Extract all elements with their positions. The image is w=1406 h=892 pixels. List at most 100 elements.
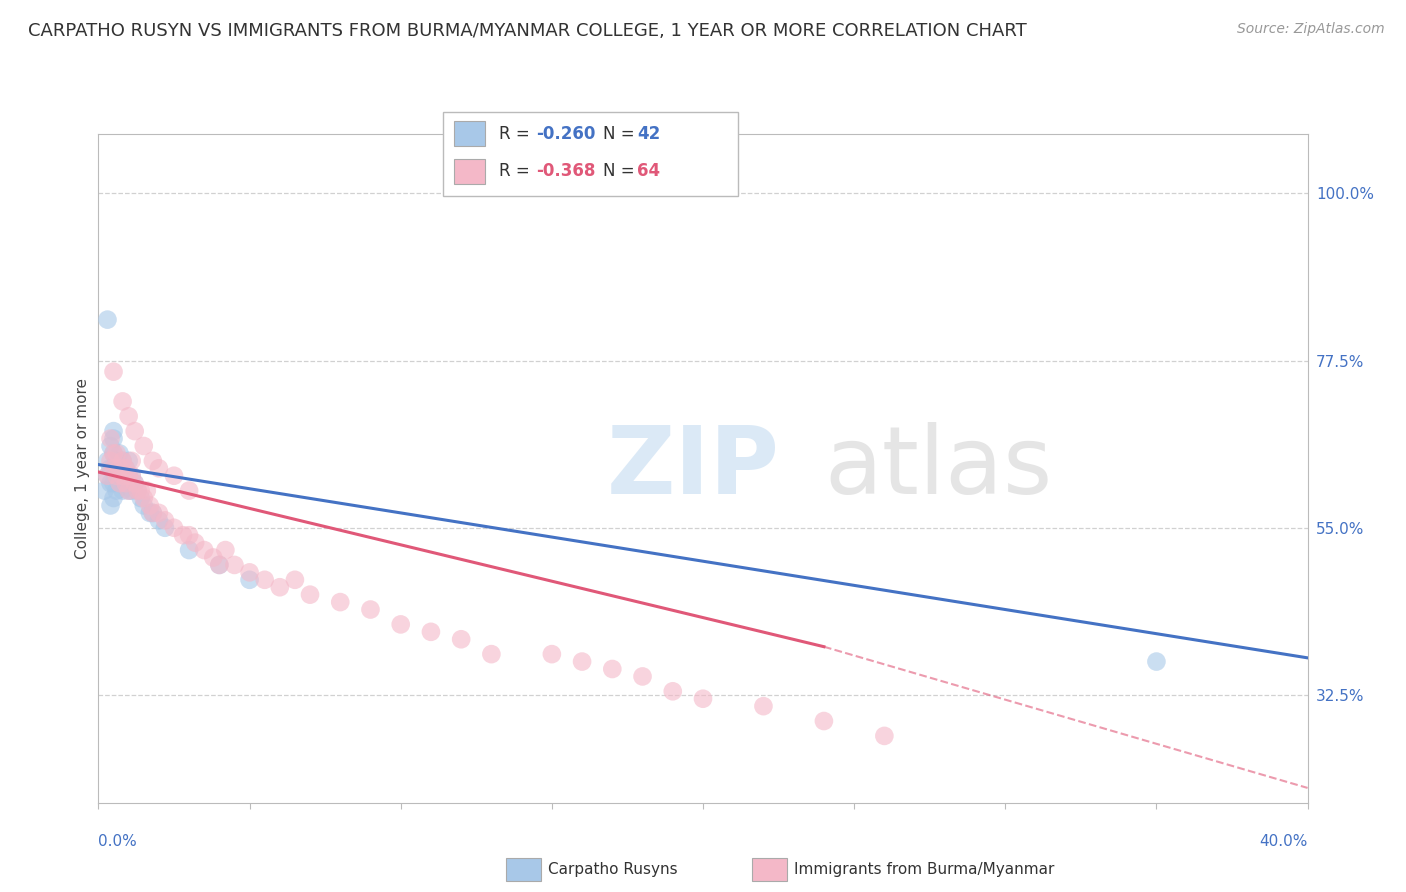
Point: [96, 312, 118, 326]
Text: R =: R =: [499, 125, 536, 143]
Point: [127, 483, 149, 498]
Point: [752, 699, 775, 714]
Text: Carpatho Rusyns: Carpatho Rusyns: [548, 863, 678, 877]
Point: [111, 454, 134, 468]
Point: [184, 535, 207, 549]
Point: [148, 506, 170, 520]
Point: [132, 439, 155, 453]
Point: [142, 506, 165, 520]
Point: [111, 483, 134, 498]
Point: [389, 617, 412, 632]
Point: [121, 468, 143, 483]
Point: [103, 476, 125, 491]
Point: [481, 647, 503, 661]
Point: [118, 454, 141, 468]
Point: [103, 424, 125, 438]
Point: [269, 580, 291, 594]
Point: [239, 573, 262, 587]
Point: [163, 468, 186, 483]
Point: [105, 446, 128, 460]
Point: [662, 684, 685, 698]
Y-axis label: College, 1 year or more: College, 1 year or more: [75, 378, 90, 558]
Text: -0.368: -0.368: [536, 162, 595, 180]
Point: [602, 662, 624, 676]
Point: [214, 543, 236, 558]
Point: [100, 439, 122, 453]
Point: [105, 454, 128, 468]
Point: [692, 691, 714, 706]
Point: [135, 483, 157, 498]
Point: [105, 468, 128, 483]
Text: atlas: atlas: [824, 422, 1052, 515]
Point: [121, 454, 143, 468]
Point: [105, 483, 128, 498]
Point: [96, 468, 118, 483]
Point: [299, 588, 322, 602]
Point: [153, 513, 176, 527]
Point: [253, 573, 276, 587]
Point: [540, 647, 562, 661]
Point: [108, 476, 131, 491]
Point: [103, 446, 125, 460]
Point: [103, 446, 125, 460]
Point: [103, 432, 125, 446]
Point: [208, 558, 231, 572]
Point: [139, 499, 162, 513]
Text: R =: R =: [499, 162, 536, 180]
Point: [179, 528, 201, 542]
Point: [100, 461, 122, 475]
Point: [108, 461, 131, 475]
Point: [193, 543, 215, 558]
Point: [103, 461, 125, 475]
Point: [153, 521, 176, 535]
Text: 64: 64: [637, 162, 659, 180]
Point: [100, 499, 122, 513]
Point: [100, 432, 122, 446]
Point: [420, 624, 443, 639]
Point: [124, 424, 146, 438]
Point: [96, 454, 118, 468]
Text: 40.0%: 40.0%: [1260, 834, 1308, 849]
Point: [224, 558, 246, 572]
Point: [148, 461, 170, 475]
Point: [121, 468, 143, 483]
Point: [284, 573, 307, 587]
Point: [163, 521, 186, 535]
Point: [124, 476, 146, 491]
Point: [111, 454, 134, 468]
Point: [118, 468, 141, 483]
Point: [124, 476, 146, 491]
Text: 0.0%: 0.0%: [98, 834, 138, 849]
Point: [103, 365, 125, 379]
Point: [172, 528, 194, 542]
Point: [202, 550, 225, 565]
Point: [132, 499, 155, 513]
Text: 42: 42: [637, 125, 661, 143]
Point: [118, 483, 141, 498]
Point: [111, 468, 134, 483]
Point: [93, 483, 115, 498]
Point: [142, 454, 165, 468]
Point: [96, 468, 118, 483]
Point: [571, 655, 593, 669]
Point: [142, 506, 165, 520]
Point: [114, 461, 136, 475]
Point: [873, 729, 896, 743]
Text: N =: N =: [603, 162, 640, 180]
Point: [103, 461, 125, 475]
Text: CARPATHO RUSYN VS IMMIGRANTS FROM BURMA/MYANMAR COLLEGE, 1 YEAR OR MORE CORRELAT: CARPATHO RUSYN VS IMMIGRANTS FROM BURMA/…: [28, 22, 1026, 40]
Point: [450, 632, 472, 647]
Point: [100, 454, 122, 468]
Point: [108, 461, 131, 475]
Point: [118, 468, 141, 483]
Point: [118, 483, 141, 498]
Point: [105, 468, 128, 483]
Point: [631, 669, 654, 683]
Point: [103, 491, 125, 505]
Point: [111, 394, 134, 409]
Point: [111, 468, 134, 483]
Point: [132, 491, 155, 505]
Point: [121, 483, 143, 498]
Point: [329, 595, 352, 609]
Point: [239, 566, 262, 580]
